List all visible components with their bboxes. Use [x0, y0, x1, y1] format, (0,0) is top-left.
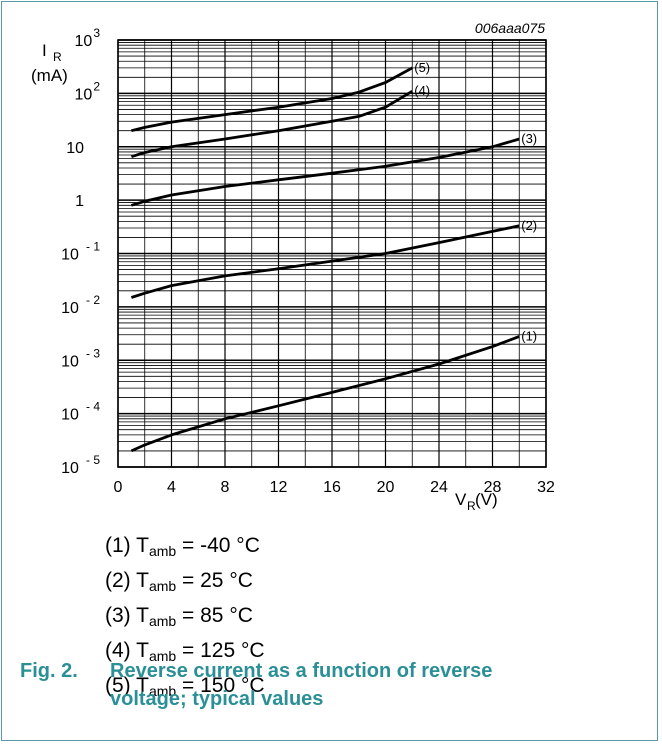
y-axis-label: I [42, 41, 47, 60]
y-tick-label: 10 [66, 140, 84, 157]
y-tick-label: 10 [61, 460, 79, 477]
legend-item-1: (1) Tamb = -40 °C [105, 531, 265, 566]
y-axis-label-subscript: R [53, 50, 62, 64]
y-tick-label-exponent: 3 [93, 26, 100, 40]
series-3-label: (3) [521, 131, 537, 146]
y-tick-label: 10 [61, 353, 79, 370]
series-2-label: (2) [521, 218, 537, 233]
y-axis-label-unit: (mA) [31, 66, 68, 85]
y-tick-label-exponent: - 1 [86, 240, 100, 254]
x-tick-label: 16 [323, 479, 341, 496]
series-1-label: (1) [521, 328, 537, 343]
caption-text: Reverse current as a function of reverse… [110, 657, 530, 713]
y-tick-label: 10 [75, 86, 93, 103]
x-axis-label: V [455, 490, 467, 509]
x-tick-label: 24 [430, 479, 448, 496]
caption-number: Fig. 2. [20, 657, 78, 685]
x-tick-label: 4 [167, 479, 176, 496]
x-tick-label: 0 [114, 479, 123, 496]
series-5-label: (5) [414, 60, 430, 75]
y-tick-label: 1 [75, 193, 84, 210]
legend-item-3: (3) Tamb = 85 °C [105, 601, 265, 636]
legend-item-2: (2) Tamb = 25 °C [105, 566, 265, 601]
y-tick-label-exponent: - 5 [86, 453, 100, 467]
y-tick-label-exponent: - 3 [86, 346, 100, 360]
y-tick-label-exponent: 2 [93, 79, 100, 93]
x-tick-label: 20 [377, 479, 395, 496]
y-tick-label: 10 [61, 247, 79, 264]
x-tick-label: 12 [270, 479, 288, 496]
figure-id: 006aaa075 [475, 20, 545, 36]
x-tick-label: 8 [221, 479, 230, 496]
y-tick-label-exponent: - 4 [86, 400, 100, 414]
y-tick-label: 10 [61, 407, 79, 424]
series-1-line [131, 336, 519, 451]
y-tick-label: 10 [75, 33, 93, 50]
x-axis-label-unit: (V) [475, 490, 498, 509]
x-tick-label: 32 [537, 479, 555, 496]
series-4-label: (4) [414, 83, 430, 98]
y-tick-label-exponent: - 2 [86, 293, 100, 307]
y-tick-label: 10 [61, 300, 79, 317]
